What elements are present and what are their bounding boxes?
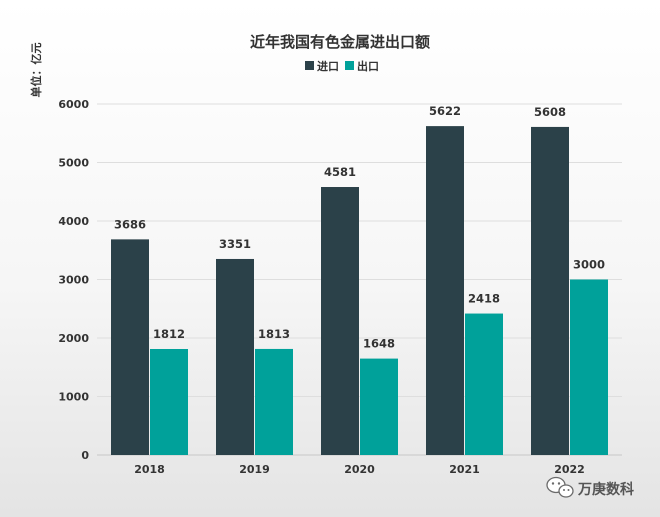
legend-label-import: 进口 [317, 59, 339, 73]
data-label-import-2022: 5608 [534, 105, 566, 119]
bar-import-2020 [321, 187, 359, 455]
y-tick-label: 1000 [58, 391, 89, 404]
bar-export-2021 [465, 313, 503, 455]
unit-label: 单位：亿元 [29, 43, 43, 98]
bar-export-2022 [570, 279, 608, 455]
bar-export-2019 [255, 348, 293, 455]
watermark-text: 万庚数科 [577, 481, 634, 498]
data-label-import-2020: 4581 [324, 165, 356, 179]
data-label-export-2022: 3000 [573, 258, 605, 272]
watermark: 万庚数科 [546, 476, 634, 498]
x-tick-label: 2021 [449, 463, 480, 476]
legend: 进口 出口 [305, 59, 379, 73]
bar-export-2018 [150, 348, 188, 455]
data-label-import-2021: 5622 [429, 104, 461, 118]
y-axis-ticks: 0 1000 2000 3000 4000 5000 6000 [58, 98, 89, 462]
y-tick-label: 2000 [58, 332, 89, 345]
data-label-export-2019: 1813 [258, 327, 290, 341]
bars [111, 126, 608, 455]
bar-import-2019 [216, 258, 254, 455]
legend-swatch-import [305, 61, 314, 70]
data-labels: 3686 1812 3351 1813 4581 1648 5622 2418 5608 3000 [114, 104, 605, 350]
y-tick-label: 3000 [58, 274, 89, 287]
legend-label-export: 出口 [357, 59, 379, 73]
data-label-export-2020: 1648 [363, 337, 395, 351]
y-tick-label: 5000 [58, 157, 89, 170]
x-axis-ticks: 2018 2019 2020 2021 2022 [134, 463, 585, 476]
x-tick-label: 2018 [134, 463, 165, 476]
y-tick-label: 6000 [58, 98, 89, 111]
x-tick-label: 2020 [344, 463, 375, 476]
y-tick-label: 0 [81, 449, 89, 462]
x-tick-label: 2022 [554, 463, 585, 476]
bar-import-2018 [111, 239, 149, 455]
data-label-import-2019: 3351 [219, 237, 251, 251]
data-label-export-2018: 1812 [153, 327, 185, 341]
y-tick-label: 4000 [58, 215, 89, 228]
x-tick-label: 2019 [239, 463, 270, 476]
legend-swatch-export [345, 61, 354, 70]
data-label-export-2021: 2418 [468, 292, 500, 306]
wechat-icon [546, 476, 574, 498]
bar-export-2020 [360, 358, 398, 455]
bar-import-2022 [531, 126, 569, 455]
bar-import-2021 [426, 126, 464, 455]
data-label-import-2018: 3686 [114, 217, 146, 231]
chart-title: 近年我国有色金属进出口额 [250, 33, 430, 51]
